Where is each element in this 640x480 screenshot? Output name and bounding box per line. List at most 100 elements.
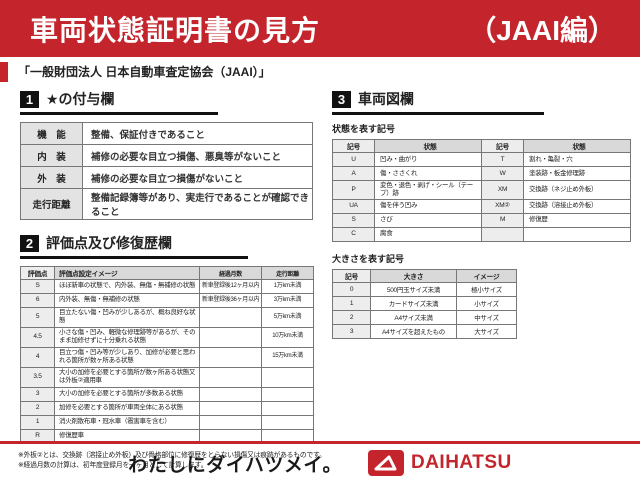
grade-desc: 目立たない傷・凹みが少しあるが、概ね良好な状態 bbox=[54, 307, 200, 328]
section3-heading: 3 車両図欄 bbox=[332, 89, 544, 115]
grade-score: 1 bbox=[20, 414, 55, 430]
symbol-code: C bbox=[332, 226, 375, 242]
column-header: 大きさ bbox=[370, 268, 457, 283]
column-header: 記号 bbox=[332, 268, 371, 283]
footnote-line: ※外板②とは、交換跡（溶接止め外板）及び骨格部位に修復歴をとらない損傷又は痕跡が… bbox=[18, 451, 326, 459]
grade-table: 評価点 評価点設定イメージ 経過月数 走行距離 S ほぼ新車の状態で、内外装、無… bbox=[20, 266, 314, 444]
section1-number-badge: 1 bbox=[20, 90, 39, 108]
table-row: A 傷・ささくれ W 塗装跡・板金修理跡 bbox=[332, 166, 631, 181]
symbol-code: A bbox=[332, 166, 375, 181]
criteria-desc: 整備記録簿等があり、実走行であることが確認できること bbox=[82, 188, 313, 220]
column-header: 記号 bbox=[332, 139, 375, 153]
table-row: 2 加修を必要とする箇所が車両全体にある状態 bbox=[20, 400, 314, 416]
page-footer: わたしにダイハツメイ。 DAIHATSU bbox=[0, 446, 640, 480]
symbol-state bbox=[523, 226, 631, 242]
grade-desc: 目立つ傷・凹み等が少しあり、加修が必要と思われる箇所が数ヶ所ある状態 bbox=[54, 346, 200, 368]
grade-months bbox=[199, 326, 262, 348]
daihatsu-d-mark-icon bbox=[367, 450, 404, 476]
grade-score: 5 bbox=[20, 307, 55, 328]
column-header: 状態 bbox=[523, 139, 631, 153]
red-accent-bar bbox=[0, 62, 8, 82]
table-row: C 腐食 bbox=[332, 226, 631, 242]
size-desc: A4サイズ未満 bbox=[370, 309, 457, 325]
table-row: 5 目立たない傷・凹みが少しあるが、概ね良好な状態 5万km未満 bbox=[20, 307, 314, 328]
size-code: 2 bbox=[332, 309, 371, 325]
table-row: 内 装 補修の必要な目立つ損傷、悪臭等がないこと bbox=[20, 144, 313, 167]
section1-heading: 1 ★の付与欄 bbox=[20, 89, 218, 115]
table-row: 3 大小の加修を必要とする箇所が多数ある状態 bbox=[20, 386, 314, 402]
grade-mileage: 1万km未満 bbox=[261, 279, 314, 294]
size-symbols-table: 記号 大きさ イメージ 0 500円玉サイズ未満 極小サイズ 1 カードサイズ未… bbox=[332, 268, 517, 339]
grade-months bbox=[199, 400, 262, 416]
criteria-label: 走行距離 bbox=[20, 188, 83, 220]
table-header-row: 記号 大きさ イメージ bbox=[332, 268, 517, 283]
table-row: P 変色・退色・剥げ・シール（テープ）跡 XM 交換跡（ネジ止め外板） bbox=[332, 180, 631, 200]
grade-desc: 小さな傷・凹み、軽微な修理跡等があるが、そのまま加修せずに十分乗れる状態 bbox=[54, 326, 200, 348]
section2-number-badge: 2 bbox=[20, 234, 39, 252]
size-image: 極小サイズ bbox=[456, 281, 517, 297]
size-desc: カードサイズ未満 bbox=[370, 295, 457, 311]
size-code: 0 bbox=[332, 281, 371, 297]
symbol-code: S bbox=[332, 212, 375, 228]
symbol-state: 凹み・曲がり bbox=[374, 152, 482, 167]
table-row: 走行距離 整備記録簿等があり、実走行であることが確認できること bbox=[20, 188, 313, 220]
table-row: R 修復歴車 bbox=[20, 428, 314, 444]
daihatsu-wordmark: DAIHATSU bbox=[410, 452, 512, 473]
daihatsu-slogan: わたしにダイハツメイ。 bbox=[128, 454, 342, 476]
daihatsu-logo: DAIHATSU bbox=[367, 450, 512, 476]
criteria-desc: 整備、保証付きであること bbox=[82, 122, 313, 145]
grade-score: 6 bbox=[20, 293, 55, 308]
grade-mileage: 3万km未満 bbox=[261, 293, 314, 308]
symbol-state: 割れ・亀裂・穴 bbox=[523, 152, 631, 167]
section2-heading: 2 評価点及び修復歴欄 bbox=[20, 233, 248, 259]
table-row: 2 A4サイズ未満 中サイズ bbox=[332, 309, 517, 325]
grade-months: 新車登録後12ヶ月以内 bbox=[199, 279, 262, 294]
size-symbols-label: 大きさを表す記号 bbox=[332, 253, 405, 264]
symbol-code: U bbox=[332, 152, 375, 167]
column-header: 経過月数 bbox=[199, 266, 262, 280]
column-header: 記号 bbox=[481, 139, 524, 153]
grade-desc: 消火剤散布車・冠水車（雹害車を含む） bbox=[54, 414, 200, 430]
column-header: 評価点 bbox=[20, 266, 55, 280]
grade-months: 新車登録後36ヶ月以内 bbox=[199, 293, 262, 308]
table-row: S さび M 修復歴 bbox=[332, 212, 631, 228]
size-code: 3 bbox=[332, 323, 371, 339]
page-title: 車両状態証明書の見方 bbox=[30, 14, 321, 46]
table-row: 3.5 大小の加修を必要とする箇所が数ヶ所ある状態又は外板②適用車 bbox=[20, 366, 314, 388]
state-symbols-table: 記号 状態 記号 状態 U 凹み・曲がり T 割れ・亀裂・穴 A 傷・ささくれ … bbox=[332, 139, 631, 242]
table-row: UA 傷を伴う凹み XM② 交換跡（溶接止め外板） bbox=[332, 198, 631, 214]
symbol-state: 修復歴 bbox=[523, 212, 631, 228]
size-image: 大サイズ bbox=[456, 323, 517, 339]
section1-title: ★の付与欄 bbox=[46, 91, 115, 107]
size-desc: A4サイズを超えたもの bbox=[370, 323, 457, 339]
grade-score: R bbox=[20, 428, 55, 444]
grade-months bbox=[199, 307, 262, 328]
grade-months bbox=[199, 366, 262, 388]
table-header-row: 記号 状態 記号 状態 bbox=[332, 139, 631, 153]
table-row: 0 500円玉サイズ未満 極小サイズ bbox=[332, 281, 517, 297]
size-image: 中サイズ bbox=[456, 309, 517, 325]
symbol-code: XM② bbox=[481, 198, 524, 214]
table-row: 機 能 整備、保証付きであること bbox=[20, 122, 313, 145]
section3-number-badge: 3 bbox=[332, 90, 351, 108]
grade-desc: 大小の加修を必要とする箇所が多数ある状態 bbox=[54, 386, 200, 402]
left-column: 1 ★の付与欄 機 能 整備、保証付きであること 内 装 補修の必要な目立つ損傷… bbox=[20, 82, 316, 444]
grade-score: 4.5 bbox=[20, 326, 55, 348]
table-row: 1 消火剤散布車・冠水車（雹害車を含む） bbox=[20, 414, 314, 430]
grade-mileage: 15万km未満 bbox=[261, 346, 314, 368]
symbol-state: 傷・ささくれ bbox=[374, 166, 482, 181]
table-header-row: 評価点 評価点設定イメージ 経過月数 走行距離 bbox=[20, 266, 314, 280]
symbol-code: M bbox=[481, 212, 524, 228]
grade-mileage bbox=[261, 400, 314, 416]
grade-mileage: 10万km未満 bbox=[261, 326, 314, 348]
grade-score: S bbox=[20, 279, 55, 294]
criteria-label: 内 装 bbox=[20, 144, 83, 167]
symbol-state: 腐食 bbox=[374, 226, 482, 242]
grade-score: 2 bbox=[20, 400, 55, 416]
grade-desc: 内外装、無傷・無補修の状態 bbox=[54, 293, 200, 308]
star-criteria-table: 機 能 整備、保証付きであること 内 装 補修の必要な目立つ損傷、悪臭等がないこ… bbox=[20, 122, 313, 220]
grade-score: 3 bbox=[20, 386, 55, 402]
grade-desc: ほぼ新車の状態で、内外装、無傷・無補修の状態 bbox=[54, 279, 200, 294]
section2-title: 評価点及び修復歴欄 bbox=[46, 235, 172, 251]
symbol-state: 傷を伴う凹み bbox=[374, 198, 482, 214]
